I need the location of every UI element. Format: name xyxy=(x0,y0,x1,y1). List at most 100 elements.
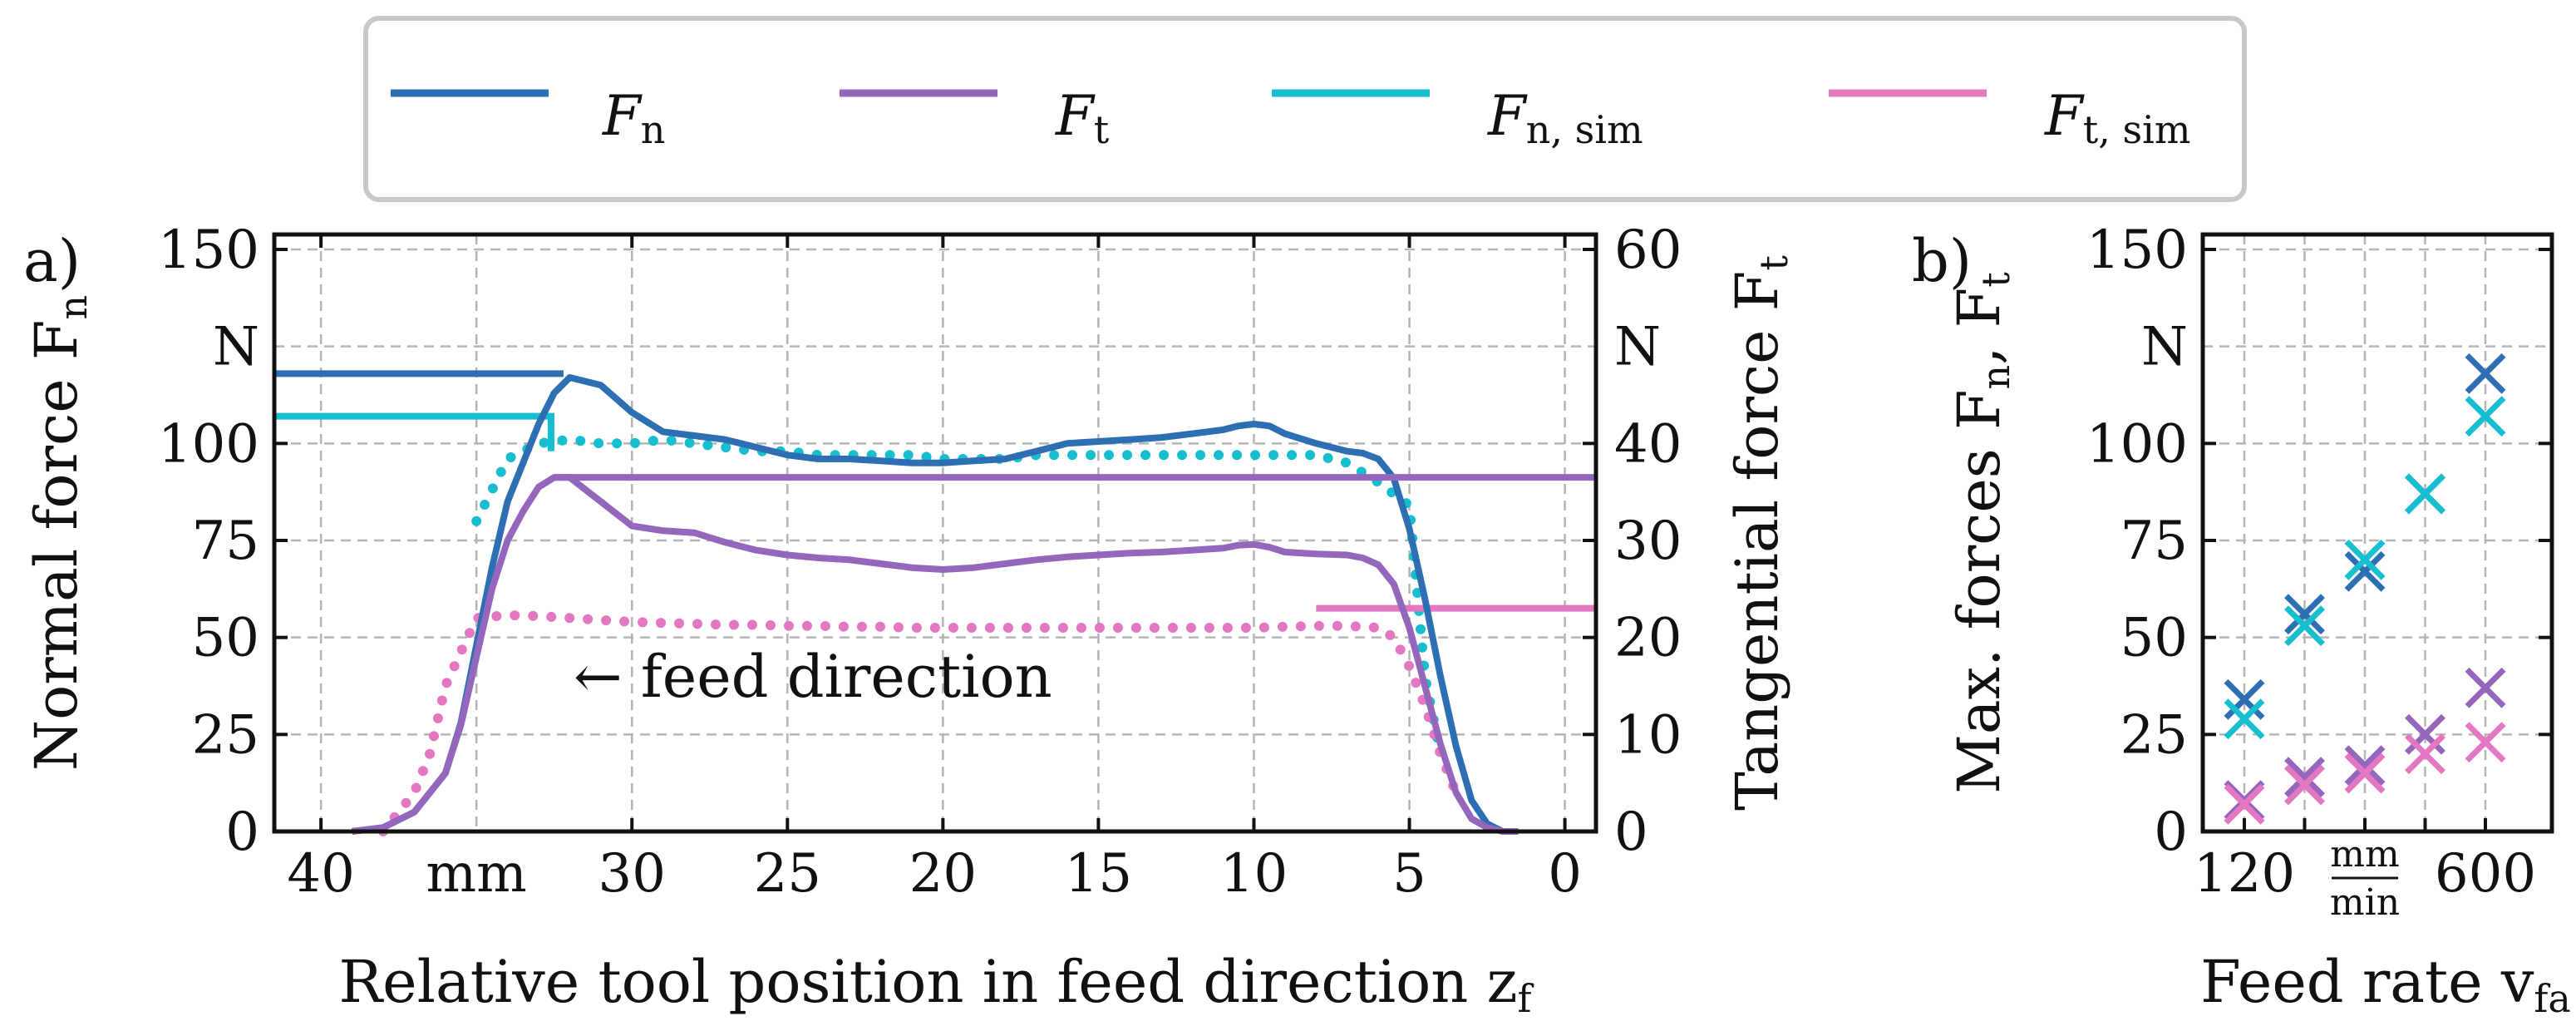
panel-b-marker xyxy=(2284,605,2325,647)
panel-a-series xyxy=(274,370,1596,836)
panel-b-y-ticklabel: 50 xyxy=(2120,608,2188,669)
legend-frame xyxy=(363,16,2247,202)
legend-label-ft: Ft xyxy=(1055,84,1110,152)
panel-b-marker xyxy=(2284,764,2325,806)
panel-a-x-ticklabel: 20 xyxy=(909,843,977,905)
panel-b-marker xyxy=(2405,713,2445,755)
panel-b-marker xyxy=(2465,722,2506,763)
series-fn-sim-line xyxy=(274,412,554,451)
series-fn-sim-dotted xyxy=(471,434,1446,759)
panel-b-ticks: 0 25 50 75 100 150 N 120 600 mm min xyxy=(2086,220,2552,924)
panel-a-x-ticklabel: 25 xyxy=(754,843,821,905)
panel-b-marker xyxy=(2344,745,2386,787)
marker-stroke xyxy=(2405,713,2445,755)
panel-b-series xyxy=(2224,353,2506,825)
series-ft-sim-dotted xyxy=(377,609,1461,836)
panel-a-yl-ticklabel: 75 xyxy=(192,511,259,572)
panel-a-yr-ticklabel: 20 xyxy=(1614,608,1682,669)
marker-stroke xyxy=(2405,733,2445,775)
panel-b-y-ticklabel: 0 xyxy=(2154,802,2188,863)
panel-a-y-left-label: Normal force Fn xyxy=(22,295,96,771)
panel-a-yl-ticklabel: 0 xyxy=(225,802,259,863)
panel-a-yl-ticklabel: 100 xyxy=(158,413,259,475)
panel-b-x-ticklabel: 600 xyxy=(2435,843,2536,905)
legend-label-fn: Fn xyxy=(602,84,665,152)
panel-b-marker xyxy=(2465,353,2506,394)
panel-a-y-right-label: Tangential force Ft xyxy=(1723,255,1796,811)
legend-label-ft-sim: Ft, sim xyxy=(2044,84,2190,152)
panel-b-marker xyxy=(2344,550,2386,592)
marker-stroke xyxy=(2465,353,2506,394)
panel-a-yl-ticklabel: 25 xyxy=(192,704,259,766)
panel-a-x-ticklabel: 5 xyxy=(1392,843,1426,905)
panel-a: 40 30 25 20 15 10 5 0mm0255075100150N0102030406… xyxy=(22,220,1796,1021)
panel-b-marker xyxy=(2224,783,2265,825)
panel-a-yr-ticklabel: 40 xyxy=(1614,413,1682,475)
panel-b-grid xyxy=(2203,234,2552,833)
panel-a-x-ticklabel: 0 xyxy=(1548,843,1582,905)
panel-b-x-unit-numerator: mm xyxy=(2330,833,2399,876)
panel-b-y-ticklabel: 100 xyxy=(2086,413,2188,475)
panel-b-marker xyxy=(2405,473,2445,515)
panel-b-marker xyxy=(2344,539,2386,580)
panel-a-x-ticklabel: 40 xyxy=(287,843,354,905)
legend: Fn Ft Fn, sim Ft, sim xyxy=(363,16,2247,202)
panel-a-yl-ticklabel: 150 xyxy=(158,220,259,281)
marker-stroke xyxy=(2284,757,2325,798)
panel-b-y-ticklabel: 150 xyxy=(2086,220,2188,281)
panel-a-yr-ticklabel: 60 xyxy=(1614,220,1682,281)
panel-a-ticks: 40 30 25 20 15 10 5 0mm0255075100150N0102030406… xyxy=(158,220,1682,905)
marker-stroke xyxy=(2465,396,2506,437)
marker-stroke xyxy=(2465,667,2506,708)
marker-stroke xyxy=(2284,605,2325,647)
panel-b-x-label: Feed rate vfa xyxy=(2200,948,2571,1021)
marker-stroke xyxy=(2224,698,2265,740)
panel-b-marker xyxy=(2465,396,2506,437)
panel-b-marker xyxy=(2284,757,2325,798)
panel-a-x-unit: mm xyxy=(426,843,526,905)
panel-b-x-unit-denominator: min xyxy=(2330,881,2400,924)
panel-a-x-label: Relative tool position in feed direction… xyxy=(338,948,1534,1021)
panel-b-y-unit: N xyxy=(2141,317,2188,378)
legend-label-fn-sim: Fn, sim xyxy=(1487,84,1643,152)
panel-a-x-ticklabel: 30 xyxy=(598,843,666,905)
marker-stroke xyxy=(2284,594,2325,635)
marker-stroke xyxy=(2344,539,2386,580)
panel-b-y-ticklabel: 25 xyxy=(2120,704,2188,766)
marker-stroke xyxy=(2405,473,2445,515)
marker-stroke xyxy=(2465,722,2506,763)
panel-a-yr-ticklabel: 10 xyxy=(1614,704,1682,766)
panel-a-yl-ticklabel: 50 xyxy=(192,608,259,669)
panel-b-x-ticklabel: 120 xyxy=(2194,843,2295,905)
panel-a-frame xyxy=(272,232,1598,834)
marker-stroke xyxy=(2344,550,2386,592)
panel-b-marker xyxy=(2344,752,2386,794)
marker-stroke xyxy=(2344,752,2386,794)
panel-b-marker xyxy=(2224,678,2265,720)
panel-a-yr-ticklabel: 30 xyxy=(1614,511,1682,572)
panel-a-yr-ticklabel: 0 xyxy=(1614,802,1648,863)
marker-stroke xyxy=(2224,783,2265,825)
panel-b-marker xyxy=(2284,594,2325,635)
panel-a-x-ticklabel: 10 xyxy=(1220,843,1288,905)
panel-a-yr-unit: N xyxy=(1614,317,1661,378)
panel-a-annotation: ← feed direction xyxy=(574,643,1052,711)
panel-b-label: b) xyxy=(1912,227,1972,295)
panel-a-label: a) xyxy=(23,227,81,295)
panel-b-y-label: Max. forces Fn, Ft xyxy=(1945,272,2018,794)
panel-b-marker xyxy=(2224,698,2265,740)
panel-a-yl-unit: N xyxy=(213,317,259,378)
panel-b: 0 25 50 75 100 150 N 120 600 mm min b) Feed rate v… xyxy=(1912,220,2571,1021)
panel-a-grid xyxy=(274,234,1596,833)
marker-stroke xyxy=(2224,678,2265,720)
series-ft-line xyxy=(352,474,1519,835)
marker-stroke xyxy=(2344,745,2386,787)
panel-b-marker xyxy=(2465,667,2506,708)
panel-b-frame xyxy=(2200,232,2554,834)
marker-stroke xyxy=(2284,764,2325,806)
panel-b-y-ticklabel: 75 xyxy=(2120,511,2188,572)
panel-a-x-ticklabel: 15 xyxy=(1065,843,1132,905)
series-fn-line xyxy=(352,374,1519,835)
panel-b-marker xyxy=(2405,733,2445,775)
